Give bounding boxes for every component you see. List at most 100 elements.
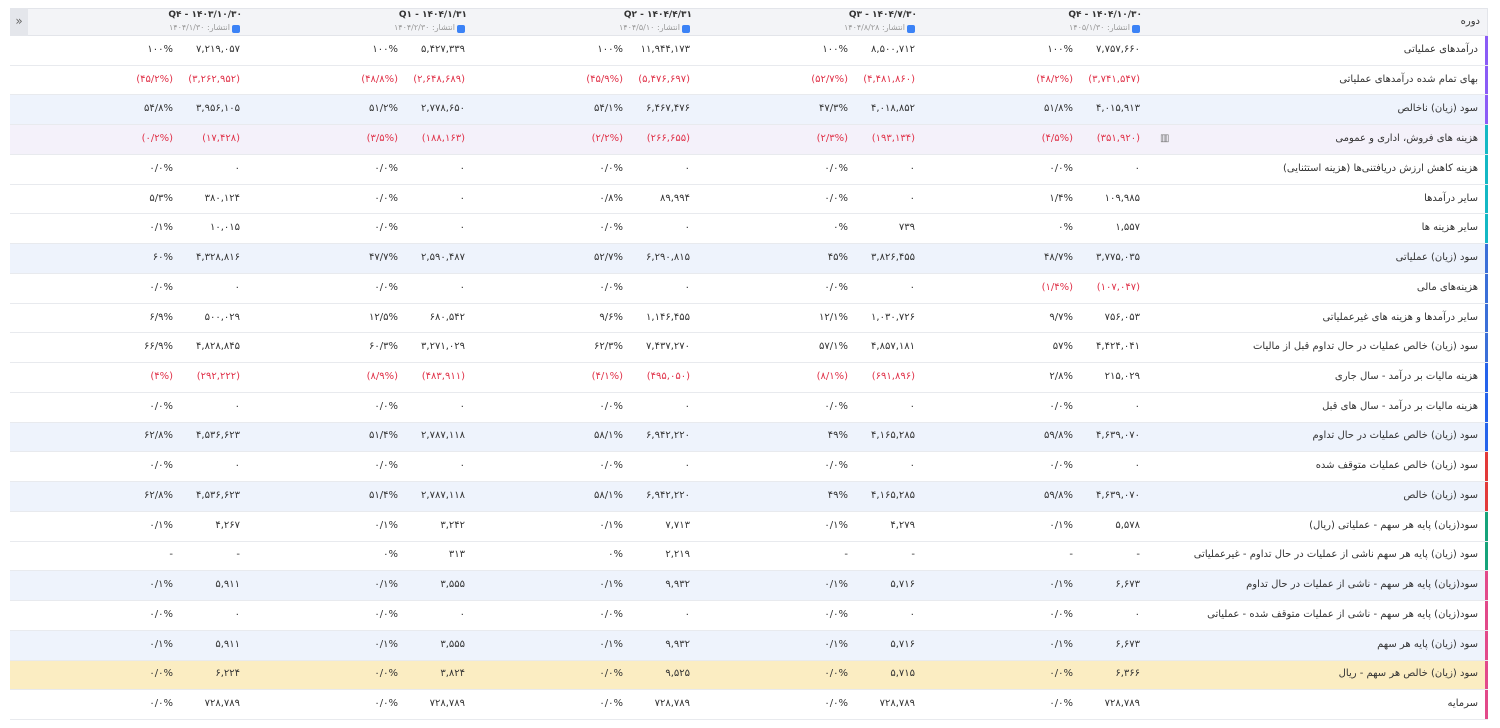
chart-icon: ▥	[1160, 133, 1170, 145]
cell-value: ۰	[234, 162, 240, 174]
table-row: سود(زیان) پایه هر سهم - عملیاتی (ریال) ۵,…	[10, 511, 1488, 542]
table-row: سود (زیان) پایه هر سهم ۶,۶۷۳ ۰/۱% ۵,۷۱۶ ۰/۱%…	[10, 630, 1488, 661]
table-row: سود(زیان) پایه هر سهم - ناشی از عملیات د…	[10, 571, 1488, 602]
cell-value: ۰	[684, 281, 690, 293]
row-stripe	[1485, 690, 1488, 719]
cell-percent: (۰/۲%)	[141, 133, 173, 145]
cell-value: ۳,۵۵۵	[440, 638, 465, 650]
cell-percent: ۱۰۰%	[597, 43, 623, 55]
cell-percent: ۵۱/۲%	[369, 103, 398, 115]
cell-percent: ۰/۰%	[374, 281, 398, 293]
cell-value: (۱۸۸,۱۶۳)	[421, 133, 465, 145]
published-icon	[682, 25, 690, 33]
cell-value: ۳,۹۵۶,۱۰۵	[196, 103, 240, 115]
cell-value: ۰	[684, 400, 690, 412]
cell-percent: ۴۷/۳%	[819, 103, 848, 115]
cell-percent: ۱۰۰%	[822, 43, 848, 55]
cell-percent: ۴۹%	[827, 430, 848, 442]
cell-value: ۳,۸۲۶,۴۵۵	[871, 252, 915, 264]
cell-value: (۳,۲۶۲,۹۵۲)	[188, 73, 240, 85]
row-label: هزینه‌های مالی	[1416, 281, 1478, 293]
cell-percent: ۰/۰%	[1049, 668, 1073, 680]
row-label: سود (زیان) پایه هر سهم	[1377, 638, 1478, 650]
row-stripe	[1485, 511, 1488, 541]
cell-value: ۴,۲۶۷	[215, 519, 240, 531]
cell-value: ۳,۲۷۱,۰۲۹	[421, 341, 465, 353]
cell-percent: ۰/۰%	[374, 400, 398, 412]
cell-value: ۲,۲۱۹	[665, 549, 690, 561]
row-label: هزینه مالیات بر درآمد - سال جاری	[1334, 370, 1478, 382]
cell-value: ۷۲۸,۷۸۹	[654, 698, 690, 710]
cell-value: ۰	[909, 192, 915, 204]
row-label: سایر درآمدها	[1424, 192, 1478, 204]
row-label: سود(زیان) پایه هر سهم - ناشی از عملیات م…	[1207, 608, 1478, 620]
cell-value: ۴,۵۳۶,۶۲۳	[196, 430, 240, 442]
cell-percent: ۰/۰%	[149, 698, 173, 710]
cell-value: ۷۳۹	[898, 222, 915, 234]
row-label: هزینه های فروش، اداری و عمومی	[1335, 133, 1478, 145]
expand-button[interactable]: »	[10, 8, 28, 36]
table-row: سود (زیان) ناخالص ۴,۰۱۵,۹۱۳ ۵۱/۸% ۴,۰۱۸,۸۵۲…	[10, 95, 1488, 126]
cell-percent: (۲/۲%)	[591, 133, 623, 145]
cell-value: (۲,۶۴۸,۶۸۹)	[413, 73, 465, 85]
row-label: درآمدهای عملیاتی	[1403, 43, 1478, 55]
cell-percent: ۰%	[1058, 222, 1073, 234]
cell-value: ۰	[459, 460, 465, 472]
cell-value: (۶۹۱,۸۹۶)	[871, 370, 915, 382]
cell-percent: ۰/۰%	[824, 698, 848, 710]
table-row: سود (زیان) خالص عملیات در حال تداوم ۴,۶۳۹…	[10, 422, 1488, 453]
cell-value: (۳۵۱,۹۲۰)	[1096, 133, 1140, 145]
cell-value: -	[236, 549, 240, 561]
cell-percent: ۰/۰%	[149, 162, 173, 174]
cell-percent: -	[169, 549, 173, 561]
cell-percent: ۹/۷%	[1049, 311, 1073, 323]
table-row: هزینه کاهش ارزش دریافتنی‌ها (هزینه استثن…	[10, 154, 1488, 185]
cell-value: (۲۹۲,۲۲۲)	[196, 370, 240, 382]
cell-percent: ۰/۰%	[824, 608, 848, 620]
cell-value: ۷۲۸,۷۸۹	[879, 698, 915, 710]
cell-percent: ۰/۰%	[824, 400, 848, 412]
cell-value: ۰	[1134, 162, 1140, 174]
period-title: Q۲ - ۱۴۰۴/۴/۳۱	[623, 10, 692, 20]
cell-value: ۰	[234, 460, 240, 472]
cell-value: ۰	[684, 608, 690, 620]
cell-percent: ۰/۱%	[599, 579, 623, 591]
row-label: هزینه کاهش ارزش دریافتنی‌ها (هزینه استثن…	[1282, 162, 1478, 174]
row-stripe	[1485, 303, 1488, 333]
cell-percent: ۰/۰%	[599, 668, 623, 680]
table-row: هزینه مالیات بر درآمد - سال جاری ۲۱۵,۰۲۹ ۲…	[10, 363, 1488, 393]
cell-percent: ۰/۱%	[149, 519, 173, 531]
row-label: سود (زیان) خالص عملیات در حال تداوم	[1312, 430, 1478, 442]
cell-value: ۲,۷۸۷,۱۱۸	[421, 489, 465, 501]
cell-percent: (۱/۴%)	[1041, 281, 1073, 293]
cell-value: ۸,۵۰۰,۷۱۲	[871, 43, 915, 55]
row-stripe	[1485, 541, 1488, 571]
cell-percent: ۰/۱%	[599, 638, 623, 650]
cell-percent: (۴۸/۲%)	[1036, 73, 1073, 85]
row-stripe	[1485, 36, 1488, 65]
cell-percent: ۰/۰%	[599, 698, 623, 710]
cell-percent: ۰/۱%	[149, 579, 173, 591]
cell-percent: ۵۷/۱%	[819, 341, 848, 353]
row-label: سایر هزینه ها	[1421, 222, 1478, 234]
published-icon	[232, 25, 240, 33]
table-row: سرمایه ۷۲۸,۷۸۹ ۰/۰% ۷۲۸,۷۸۹ ۰/۰% ۷۲۸,۷۸۹ ۰/۰% ۷…	[10, 690, 1488, 720]
row-label: سایر درآمدها و هزینه های غیرعملیاتی	[1322, 311, 1478, 323]
table-row: سود (زیان) خالص عملیات در حال تداوم قبل …	[10, 333, 1488, 364]
cell-value: (۱۹۳,۱۳۴)	[871, 133, 915, 145]
cell-value: ۵,۹۱۱	[215, 638, 240, 650]
cell-percent: (۴/۱%)	[591, 370, 623, 382]
cell-value: ۷۲۸,۷۸۹	[1104, 698, 1140, 710]
cell-percent: ۲/۸%	[1049, 370, 1073, 382]
cell-value: (۴۸۳,۹۱۱)	[421, 370, 465, 382]
cell-percent: ۰/۱%	[374, 638, 398, 650]
row-stripe	[1485, 660, 1488, 690]
cell-value: ۷,۴۳۷,۲۷۰	[646, 341, 690, 353]
cell-percent: ۰/۰%	[374, 192, 398, 204]
cell-value: ۱۰۹,۹۸۵	[1104, 192, 1140, 204]
cell-value: ۳۱۳	[448, 549, 465, 561]
published-icon	[457, 25, 465, 33]
cell-percent: ۴۷/۷%	[369, 252, 398, 264]
cell-percent: ۱۲/۵%	[369, 311, 398, 323]
